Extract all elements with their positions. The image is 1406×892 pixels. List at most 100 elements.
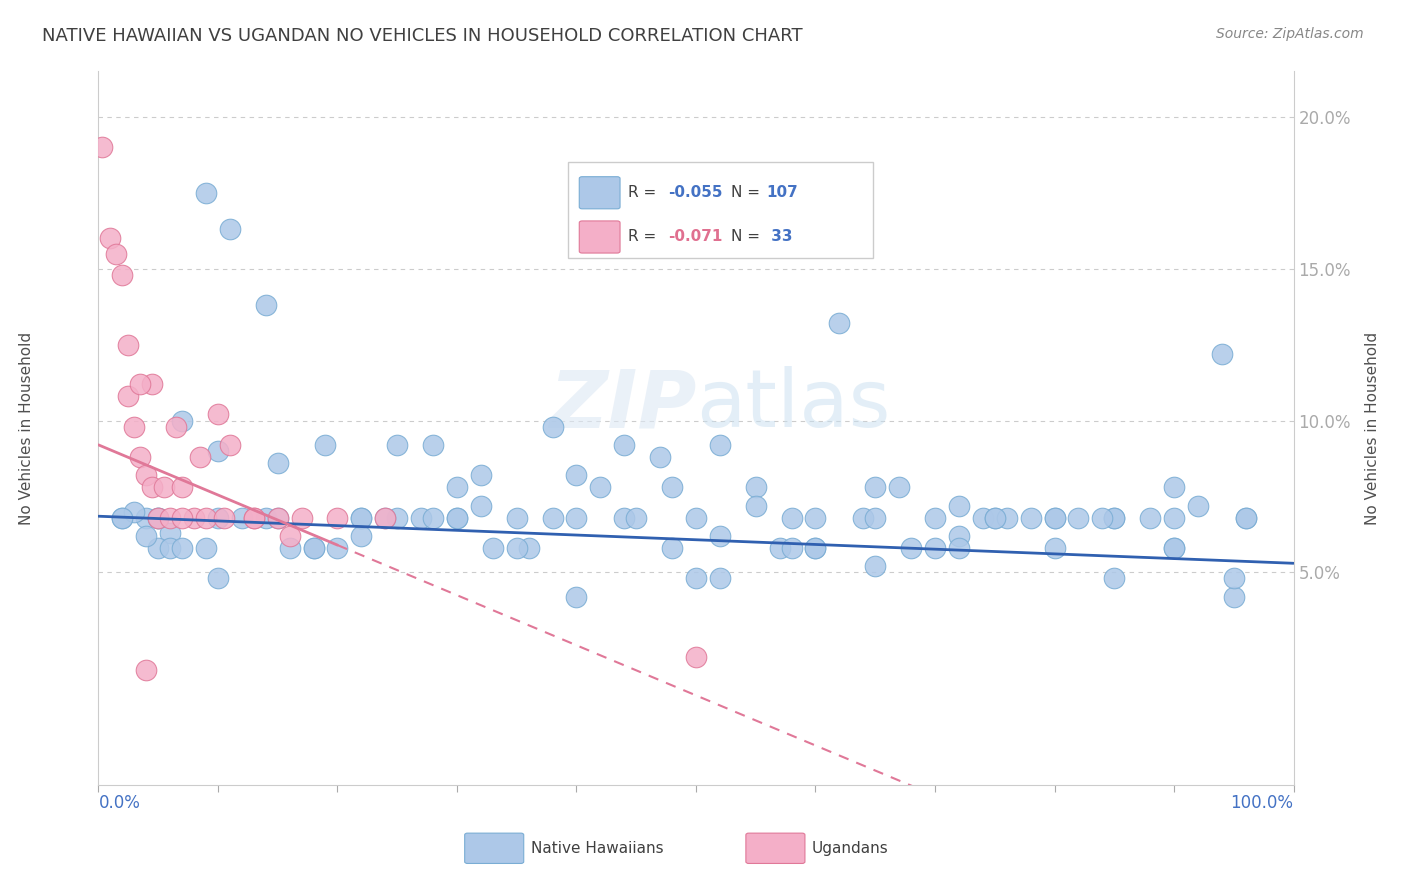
- Text: -0.055: -0.055: [668, 186, 723, 201]
- Point: [278, 541, 301, 555]
- Point: [984, 510, 1007, 524]
- Point: [889, 480, 911, 494]
- Point: [291, 510, 314, 524]
- Point: [350, 510, 373, 524]
- Point: [98, 231, 122, 245]
- Text: R =: R =: [628, 186, 662, 201]
- Point: [745, 499, 768, 513]
- Text: NATIVE HAWAIIAN VS UGANDAN NO VEHICLES IN HOUSEHOLD CORRELATION CHART: NATIVE HAWAIIAN VS UGANDAN NO VEHICLES I…: [42, 27, 803, 45]
- Point: [972, 510, 994, 524]
- Point: [385, 438, 409, 452]
- Point: [924, 510, 946, 524]
- Point: [865, 480, 887, 494]
- Point: [105, 246, 128, 260]
- Point: [661, 480, 683, 494]
- Point: [948, 529, 970, 543]
- Point: [188, 450, 211, 464]
- Point: [780, 541, 803, 555]
- Point: [422, 510, 444, 524]
- Point: [1043, 541, 1066, 555]
- Text: 107: 107: [766, 186, 799, 201]
- Point: [709, 529, 731, 543]
- Point: [780, 510, 803, 524]
- Point: [129, 450, 152, 464]
- Point: [326, 510, 349, 524]
- Point: [267, 456, 290, 470]
- Point: [769, 541, 792, 555]
- Point: [446, 510, 468, 524]
- Point: [135, 663, 157, 677]
- Point: [446, 510, 468, 524]
- Point: [1139, 510, 1161, 524]
- Text: 100.0%: 100.0%: [1230, 794, 1294, 812]
- FancyBboxPatch shape: [464, 833, 523, 863]
- Point: [159, 541, 181, 555]
- Text: Source: ZipAtlas.com: Source: ZipAtlas.com: [1216, 27, 1364, 41]
- Point: [541, 510, 564, 524]
- Point: [685, 572, 707, 586]
- Point: [1104, 510, 1126, 524]
- Point: [124, 505, 146, 519]
- Point: [135, 529, 157, 543]
- Point: [135, 468, 157, 483]
- Point: [254, 510, 277, 524]
- Point: [278, 529, 301, 543]
- Point: [411, 510, 433, 524]
- Point: [111, 268, 134, 282]
- Point: [153, 480, 176, 494]
- Point: [302, 541, 325, 555]
- Point: [613, 510, 636, 524]
- Point: [231, 510, 253, 524]
- Point: [506, 541, 529, 555]
- Point: [219, 222, 242, 236]
- Text: N =: N =: [731, 186, 765, 201]
- Point: [470, 468, 492, 483]
- FancyBboxPatch shape: [745, 833, 806, 863]
- Point: [172, 413, 194, 427]
- Text: Ugandans: Ugandans: [813, 841, 889, 855]
- Point: [900, 541, 922, 555]
- Point: [141, 480, 163, 494]
- Point: [1091, 510, 1114, 524]
- Point: [195, 186, 218, 200]
- Point: [709, 438, 731, 452]
- Point: [135, 510, 157, 524]
- Point: [1234, 510, 1257, 524]
- Point: [661, 541, 683, 555]
- Point: [315, 438, 337, 452]
- Point: [541, 419, 564, 434]
- Point: [804, 510, 827, 524]
- Point: [117, 389, 139, 403]
- Point: [207, 572, 229, 586]
- Point: [506, 510, 529, 524]
- Point: [626, 510, 648, 524]
- Point: [148, 510, 170, 524]
- Point: [865, 559, 887, 574]
- Point: [212, 510, 235, 524]
- Point: [1234, 510, 1257, 524]
- Text: No Vehicles in Household: No Vehicles in Household: [20, 332, 34, 524]
- Point: [685, 510, 707, 524]
- Point: [243, 510, 266, 524]
- Point: [995, 510, 1018, 524]
- Point: [183, 510, 205, 524]
- Point: [446, 480, 468, 494]
- Point: [685, 650, 707, 665]
- Point: [650, 450, 672, 464]
- Point: [804, 541, 827, 555]
- Point: [172, 510, 194, 524]
- Point: [422, 438, 444, 452]
- Text: 33: 33: [766, 229, 793, 244]
- Point: [326, 541, 349, 555]
- Point: [219, 438, 242, 452]
- Point: [948, 541, 970, 555]
- Point: [1163, 541, 1185, 555]
- Point: [565, 510, 588, 524]
- Point: [207, 408, 229, 422]
- Point: [1043, 510, 1066, 524]
- Point: [1067, 510, 1090, 524]
- Point: [589, 480, 612, 494]
- Point: [804, 541, 827, 555]
- Point: [374, 510, 396, 524]
- Point: [165, 419, 187, 434]
